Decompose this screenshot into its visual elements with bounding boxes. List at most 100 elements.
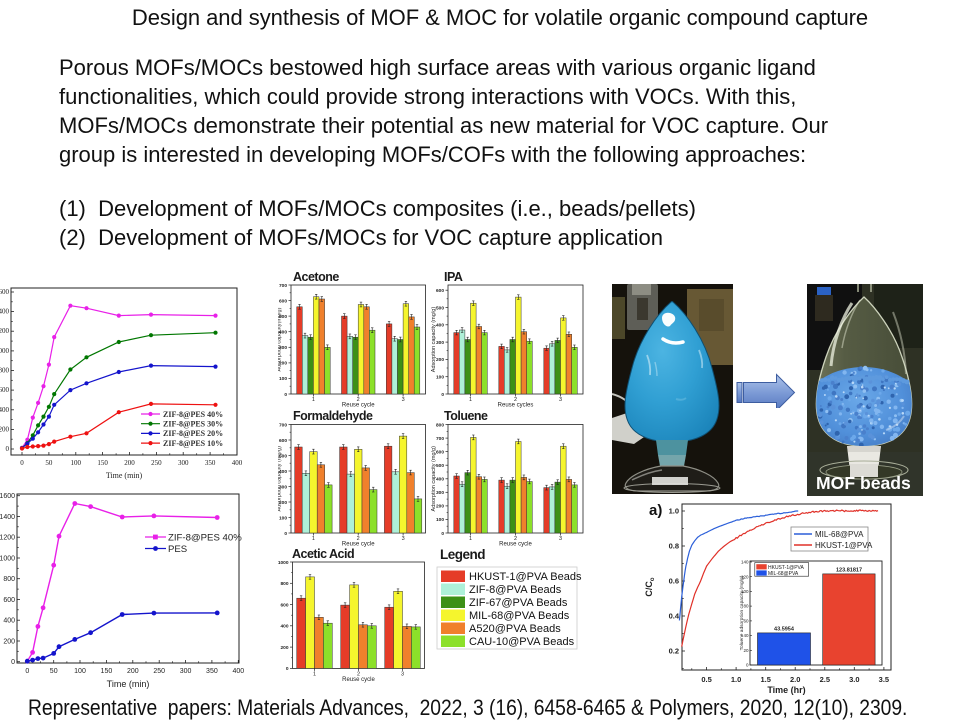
svg-text:350: 350	[206, 668, 218, 675]
svg-text:Adsorption capacity(mg/g): Adsorption capacity(mg/g)	[278, 307, 283, 371]
svg-text:ZIF-8@PES 20%: ZIF-8@PES 20%	[163, 429, 223, 438]
svg-text:Time (min): Time (min)	[107, 679, 150, 689]
svg-text:0: 0	[20, 459, 24, 467]
svg-text:200: 200	[436, 504, 444, 510]
svg-text:200: 200	[0, 425, 10, 433]
svg-text:43.5954: 43.5954	[774, 626, 795, 632]
svg-text:MOF beads: MOF beads	[816, 473, 911, 493]
svg-text:200: 200	[279, 361, 287, 367]
svg-text:300: 300	[178, 459, 189, 467]
svg-text:500: 500	[279, 453, 287, 459]
svg-text:Reuse cycles: Reuse cycles	[498, 403, 534, 409]
svg-text:0.2: 0.2	[669, 647, 679, 656]
svg-text:Adsorption capacity (mg/g): Adsorption capacity (mg/g)	[278, 446, 283, 512]
svg-text:300: 300	[180, 668, 192, 675]
svg-text:20: 20	[743, 648, 749, 653]
svg-text:500: 500	[436, 305, 444, 311]
svg-text:ZIF-8@PVA Beads: ZIF-8@PVA Beads	[469, 584, 562, 596]
svg-text:a): a)	[649, 502, 662, 519]
svg-text:0: 0	[441, 531, 444, 537]
svg-text:500: 500	[436, 463, 444, 469]
svg-text:Acetone: Acetone	[293, 270, 339, 284]
svg-text:200: 200	[279, 500, 287, 506]
svg-text:120: 120	[741, 574, 749, 579]
svg-text:50: 50	[50, 668, 58, 675]
svg-text:ZIF-8@PES 30%: ZIF-8@PES 30%	[163, 420, 223, 429]
svg-text:1: 1	[312, 536, 315, 542]
svg-text:400: 400	[232, 459, 243, 467]
svg-text:3: 3	[402, 397, 405, 403]
svg-text:400: 400	[0, 406, 10, 414]
svg-text:700: 700	[279, 422, 287, 428]
svg-text:123.81817: 123.81817	[836, 567, 862, 573]
svg-text:100: 100	[279, 376, 287, 382]
svg-text:1: 1	[312, 397, 315, 403]
svg-text:Adsorption capacity (mg/g): Adsorption capacity (mg/g)	[431, 307, 437, 373]
svg-text:0: 0	[284, 392, 287, 398]
svg-text:Time (min): Time (min)	[106, 471, 143, 480]
svg-text:300: 300	[279, 484, 287, 490]
svg-text:0: 0	[441, 392, 444, 398]
svg-text:IPA: IPA	[444, 270, 463, 284]
svg-text:ZIF-8@PES 40%: ZIF-8@PES 40%	[168, 532, 242, 543]
svg-text:300: 300	[436, 490, 444, 496]
svg-text:Toluene adsorption capacity (m: Toluene adsorption capacity (mg/g)	[739, 575, 745, 650]
svg-text:80: 80	[743, 604, 749, 609]
svg-text:Reuse cycle: Reuse cycle	[342, 677, 375, 683]
svg-text:0: 0	[6, 445, 10, 453]
svg-text:3: 3	[402, 536, 405, 542]
svg-text:1000: 1000	[278, 560, 289, 566]
svg-text:100: 100	[74, 668, 86, 675]
svg-text:C/Co: C/Co	[644, 577, 656, 597]
svg-text:200: 200	[3, 639, 15, 646]
svg-text:300: 300	[279, 345, 287, 351]
svg-text:Formaldehyde: Formaldehyde	[293, 409, 373, 423]
svg-text:60: 60	[743, 619, 749, 624]
svg-text:100: 100	[436, 375, 444, 381]
svg-text:250: 250	[153, 668, 165, 675]
svg-text:600: 600	[279, 298, 287, 304]
svg-text:2: 2	[514, 536, 517, 542]
svg-text:3.5: 3.5	[879, 675, 889, 684]
svg-text:Reuse cycle: Reuse cycle	[342, 403, 375, 409]
svg-text:A520@PVA Beads: A520@PVA Beads	[469, 623, 561, 635]
svg-text:MIL-68@PVA Beads: MIL-68@PVA Beads	[469, 610, 570, 622]
svg-text:600: 600	[3, 597, 15, 604]
svg-text:0: 0	[746, 663, 749, 668]
svg-text:200: 200	[127, 668, 139, 675]
svg-text:0.8: 0.8	[669, 542, 679, 551]
svg-text:700: 700	[279, 283, 287, 289]
svg-text:CAU-10@PVA Beads: CAU-10@PVA Beads	[469, 636, 575, 648]
svg-text:HKUST-1@PVA Beads: HKUST-1@PVA Beads	[469, 571, 582, 583]
svg-text:600: 600	[0, 386, 10, 394]
svg-text:150: 150	[101, 668, 113, 675]
svg-text:200: 200	[124, 459, 135, 467]
svg-text:HKUST-1@PVA: HKUST-1@PVA	[815, 541, 873, 550]
svg-text:3: 3	[559, 536, 562, 542]
svg-text:1200: 1200	[0, 535, 15, 542]
svg-text:800: 800	[280, 581, 288, 587]
svg-text:ZIF-67@PVA Beads: ZIF-67@PVA Beads	[469, 597, 568, 609]
svg-text:2.0: 2.0	[790, 675, 800, 684]
svg-text:250: 250	[151, 459, 162, 467]
svg-text:1400: 1400	[0, 514, 15, 521]
svg-text:400: 400	[232, 668, 244, 675]
svg-text:700: 700	[436, 436, 444, 442]
svg-text:2.5: 2.5	[820, 675, 830, 684]
svg-text:400: 400	[279, 330, 287, 336]
svg-text:1400: 1400	[0, 308, 10, 316]
svg-text:140: 140	[741, 560, 749, 565]
svg-text:150: 150	[97, 459, 108, 467]
svg-text:1200: 1200	[0, 327, 10, 335]
svg-text:2: 2	[357, 536, 360, 542]
svg-text:0.6: 0.6	[669, 577, 679, 586]
svg-text:Legend: Legend	[440, 547, 485, 562]
svg-text:100: 100	[436, 517, 444, 523]
svg-text:2: 2	[357, 671, 360, 677]
svg-text:HKUST-1@PVA: HKUST-1@PVA	[768, 565, 804, 571]
svg-text:1.0: 1.0	[669, 507, 679, 516]
svg-text:800: 800	[436, 422, 444, 428]
svg-text:3.0: 3.0	[849, 675, 859, 684]
svg-text:ZIF-8@PES 40%: ZIF-8@PES 40%	[163, 410, 223, 419]
svg-text:1600: 1600	[0, 288, 10, 296]
